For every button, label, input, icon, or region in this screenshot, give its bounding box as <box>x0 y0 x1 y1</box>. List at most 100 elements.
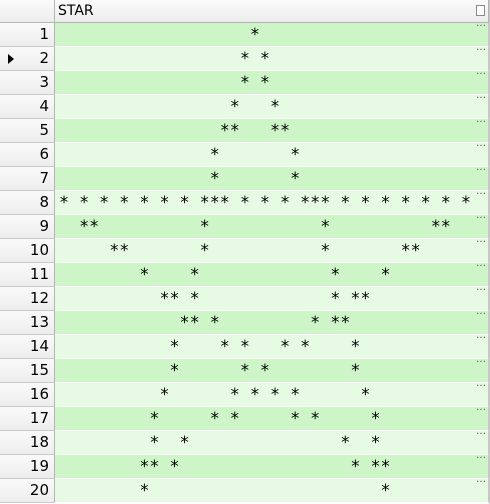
cell-overflow-ellipsis-icon[interactable]: … <box>476 239 486 245</box>
table-row[interactable]: 17 * * * * * * … <box>0 407 490 431</box>
row-number: 4 <box>39 97 49 115</box>
row-header[interactable]: 4 <box>0 95 55 119</box>
row-number: 13 <box>29 313 49 331</box>
star-cell[interactable]: * * * * * * * *** * * * *** * * * * * * … <box>55 191 489 215</box>
row-number: 8 <box>39 193 49 211</box>
row-header[interactable]: 6 <box>0 143 55 167</box>
cell-overflow-ellipsis-icon[interactable]: … <box>476 95 486 101</box>
row-header[interactable]: 13 <box>0 311 55 335</box>
table-row[interactable]: 12 ** * * **… <box>0 287 490 311</box>
grid-corner-select-all[interactable] <box>0 0 55 23</box>
row-number: 12 <box>29 289 49 307</box>
row-header[interactable]: 8 <box>0 191 55 215</box>
cell-overflow-ellipsis-icon[interactable]: … <box>476 431 486 437</box>
table-row[interactable]: 13 ** * * **… <box>0 311 490 335</box>
star-cell[interactable]: ** * * **… <box>55 287 489 311</box>
table-row[interactable]: 5 ** **… <box>0 119 490 143</box>
star-cell[interactable]: * * * * * *… <box>55 335 489 359</box>
row-number: 3 <box>39 73 49 91</box>
star-cell-value: * * * * * * * *** * * * *** * * * * * * … <box>59 192 471 212</box>
star-cell[interactable]: ** **… <box>55 119 489 143</box>
cell-overflow-ellipsis-icon[interactable]: … <box>476 263 486 269</box>
row-header[interactable]: 9 <box>0 215 55 239</box>
row-header[interactable]: 11 <box>0 263 55 287</box>
cell-overflow-ellipsis-icon[interactable]: … <box>476 455 486 461</box>
star-cell[interactable]: * * … <box>55 479 489 503</box>
row-number: 6 <box>39 145 49 163</box>
star-cell[interactable]: * * * *… <box>55 359 489 383</box>
star-cell[interactable]: * *… <box>55 143 489 167</box>
table-row[interactable]: 19 ** * * **… <box>0 455 490 479</box>
cell-overflow-ellipsis-icon[interactable]: … <box>476 215 486 221</box>
cell-overflow-ellipsis-icon[interactable]: … <box>476 23 486 29</box>
table-row[interactable]: 15 * * * *… <box>0 359 490 383</box>
table-row[interactable]: 2 * * … <box>0 47 490 71</box>
column-header-label: STAR <box>58 3 94 19</box>
star-cell[interactable]: * * * *… <box>55 431 489 455</box>
table-row[interactable]: 1 *… <box>0 23 490 47</box>
row-header[interactable]: 16 <box>0 383 55 407</box>
row-header[interactable]: 12 <box>0 287 55 311</box>
star-cell[interactable]: * * * *… <box>55 263 489 287</box>
table-row[interactable]: 4 * *… <box>0 95 490 119</box>
cell-overflow-ellipsis-icon[interactable]: … <box>476 167 486 173</box>
star-cell[interactable]: * *… <box>55 167 489 191</box>
star-cell-value: * * <box>59 48 270 68</box>
row-header[interactable]: 20 <box>0 479 55 503</box>
row-header[interactable]: 17 <box>0 407 55 431</box>
star-cell-value: * * <box>59 480 391 500</box>
row-header[interactable]: 14 <box>0 335 55 359</box>
star-cell[interactable]: ** * * **… <box>55 239 489 263</box>
row-header[interactable]: 10 <box>0 239 55 263</box>
row-header[interactable]: 5 <box>0 119 55 143</box>
table-row[interactable]: 20 * * … <box>0 479 490 503</box>
cell-overflow-ellipsis-icon[interactable]: … <box>476 287 486 293</box>
star-cell[interactable]: * * * * * * … <box>55 383 489 407</box>
row-header[interactable]: 19 <box>0 455 55 479</box>
star-cell[interactable]: ** * * **… <box>55 311 489 335</box>
cell-overflow-ellipsis-icon[interactable]: … <box>476 335 486 341</box>
column-header-star[interactable]: STAR <box>55 0 489 23</box>
row-header[interactable]: 18 <box>0 431 55 455</box>
star-cell[interactable]: * * * * * * … <box>55 407 489 431</box>
star-cell[interactable]: * *… <box>55 95 489 119</box>
table-row[interactable]: 3 * * … <box>0 71 490 95</box>
cell-overflow-ellipsis-icon[interactable]: … <box>476 311 486 317</box>
cell-overflow-ellipsis-icon[interactable]: … <box>476 479 486 485</box>
row-header[interactable]: 3 <box>0 71 55 95</box>
star-cell[interactable]: *… <box>55 23 489 47</box>
table-row[interactable]: 9 ** * * **… <box>0 215 490 239</box>
row-header[interactable]: 15 <box>0 359 55 383</box>
table-row[interactable]: 7 * *… <box>0 167 490 191</box>
cell-overflow-ellipsis-icon[interactable]: … <box>476 47 486 53</box>
star-cell-value: * <box>59 24 260 44</box>
table-row[interactable]: 11 * * * *… <box>0 263 490 287</box>
row-number: 11 <box>29 265 49 283</box>
column-filter-box-icon[interactable] <box>476 5 485 16</box>
star-cell-value: * * <box>59 72 270 92</box>
star-cell[interactable]: ** * * **… <box>55 455 489 479</box>
row-header[interactable]: 1 <box>0 23 55 47</box>
cell-overflow-ellipsis-icon[interactable]: … <box>476 407 486 413</box>
star-cell[interactable]: ** * * **… <box>55 215 489 239</box>
row-number: 14 <box>29 337 49 355</box>
table-row[interactable]: 14 * * * * * *… <box>0 335 490 359</box>
star-cell-value: * * * * * * <box>59 384 371 404</box>
table-row[interactable]: 18 * * * *… <box>0 431 490 455</box>
table-row[interactable]: 16 * * * * * * … <box>0 383 490 407</box>
table-row[interactable]: 10 ** * * **… <box>0 239 490 263</box>
cell-overflow-ellipsis-icon[interactable]: … <box>476 191 486 197</box>
cell-overflow-ellipsis-icon[interactable]: … <box>476 359 486 365</box>
cell-overflow-ellipsis-icon[interactable]: … <box>476 383 486 389</box>
star-cell[interactable]: * * … <box>55 47 489 71</box>
table-row[interactable]: 6 * *… <box>0 143 490 167</box>
star-cell[interactable]: * * … <box>55 71 489 95</box>
cell-overflow-ellipsis-icon[interactable]: … <box>476 71 486 77</box>
row-header[interactable]: 7 <box>0 167 55 191</box>
row-header[interactable]: 2 <box>0 47 55 71</box>
star-cell-value: * * * * * * <box>59 408 381 428</box>
cell-overflow-ellipsis-icon[interactable]: … <box>476 143 486 149</box>
cell-overflow-ellipsis-icon[interactable]: … <box>476 119 486 125</box>
table-row[interactable]: 8 * * * * * * * *** * * * *** * * * * * *… <box>0 191 490 215</box>
